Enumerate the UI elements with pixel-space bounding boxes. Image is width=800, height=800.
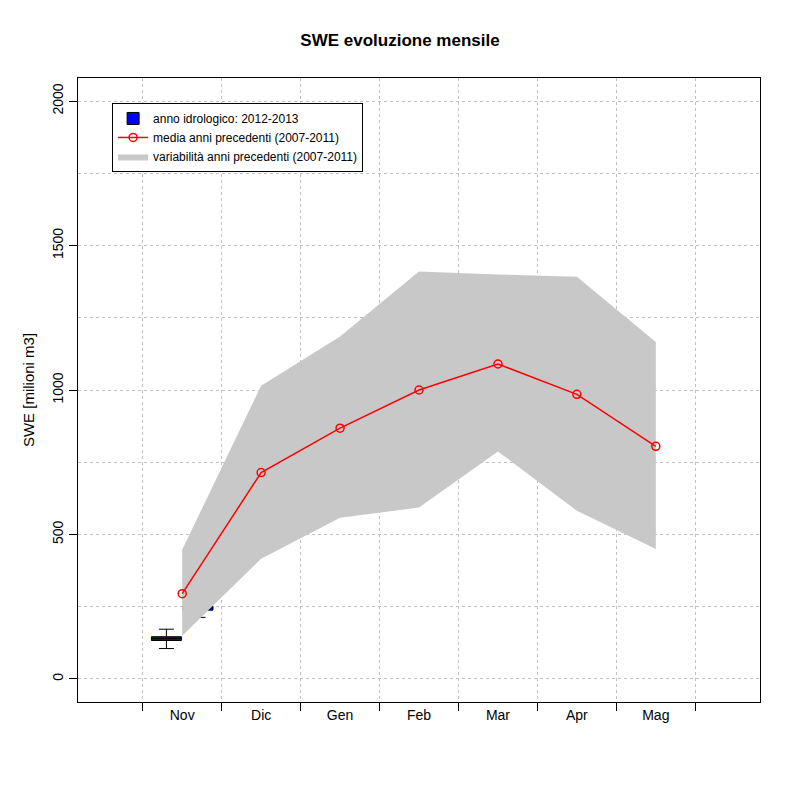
svg-text:Dic: Dic [251,707,271,723]
svg-text:variabilità anni precedenti (2: variabilità anni precedenti (2007-2011) [153,150,357,164]
svg-text:media anni precedenti (2007-20: media anni precedenti (2007-2011) [153,131,339,145]
svg-text:500: 500 [50,520,66,544]
svg-text:Feb: Feb [407,707,431,723]
svg-text:1500: 1500 [50,228,66,259]
svg-text:Nov: Nov [170,707,195,723]
svg-text:anno idrologico: 2012-2013: anno idrologico: 2012-2013 [153,112,299,126]
svg-text:SWE evoluzione mensile: SWE evoluzione mensile [300,31,499,50]
svg-text:Apr: Apr [566,707,588,723]
svg-text:SWE [milioni m3]: SWE [milioni m3] [20,333,37,447]
svg-text:Mag: Mag [642,707,669,723]
svg-text:Mar: Mar [486,707,510,723]
svg-text:0: 0 [50,673,66,681]
svg-text:2000: 2000 [50,83,66,114]
svg-text:Gen: Gen [327,707,353,723]
svg-text:1000: 1000 [50,372,66,403]
